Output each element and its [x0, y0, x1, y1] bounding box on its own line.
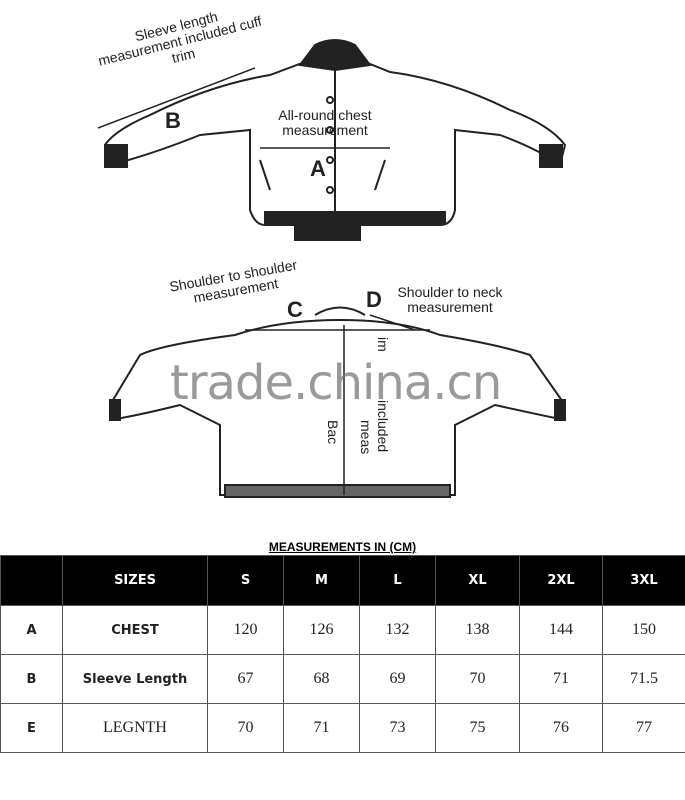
- cell: 76: [519, 703, 603, 753]
- cell: 77: [602, 703, 685, 753]
- header-cell-s: S: [207, 555, 284, 606]
- cell: 132: [359, 605, 436, 655]
- sleeve-marker: B: [165, 108, 181, 133]
- neck-marker: D: [366, 287, 382, 312]
- header-cell-sizes: SIZES: [62, 555, 208, 606]
- table-row-chest: A CHEST 120 126 132 138 144 150: [0, 605, 685, 655]
- watermark: trade.china.cn: [170, 355, 502, 411]
- cell: 73: [359, 703, 436, 753]
- front-jacket-illustration: [97, 39, 567, 241]
- header-cell-3xl: 3XL: [602, 555, 685, 606]
- cell: 71: [283, 703, 360, 753]
- cell: 144: [519, 605, 603, 655]
- cell: 67: [207, 654, 284, 704]
- header-cell-l: L: [359, 555, 436, 606]
- cell: 69: [359, 654, 436, 704]
- header-cell-xl: XL: [435, 555, 520, 606]
- row-key: B: [0, 654, 63, 704]
- header-cell-2xl: 2XL: [519, 555, 603, 606]
- header-cell-blank: [0, 555, 63, 606]
- row-key: A: [0, 605, 63, 655]
- cell: 70: [435, 654, 520, 704]
- shoulder-marker: C: [287, 297, 303, 322]
- cell: 71: [519, 654, 603, 704]
- back-jacket-illustration: [109, 306, 566, 498]
- cell: 75: [435, 703, 520, 753]
- table-row-length: E LEGNTH 70 71 73 75 76 77: [0, 703, 685, 753]
- table-title: MEASUREMENTS IN (CM): [268, 540, 417, 554]
- cell: 126: [283, 605, 360, 655]
- cell: 150: [602, 605, 685, 655]
- table-header-row: SIZES S M L XL 2XL 3XL: [0, 555, 685, 606]
- neck-label: Shoulder to neck measurement: [397, 284, 503, 315]
- cell: 71.5: [602, 654, 685, 704]
- back-label-4: im: [375, 337, 391, 352]
- cell: 138: [435, 605, 520, 655]
- back-label-1: Bac: [325, 420, 341, 445]
- back-label-2: meas: [358, 420, 374, 455]
- cell: 120: [207, 605, 284, 655]
- header-cell-m: M: [283, 555, 360, 606]
- chest-label: All-round chest measurement: [278, 107, 372, 138]
- row-name: LEGNTH: [62, 703, 208, 753]
- chest-marker: A: [310, 156, 326, 181]
- row-name: CHEST: [62, 605, 208, 655]
- cell: 68: [283, 654, 360, 704]
- table-row-sleeve: B Sleeve Length 67 68 69 70 71 71.5: [0, 654, 685, 704]
- row-name: Sleeve Length: [62, 654, 208, 704]
- row-key: E: [0, 703, 63, 753]
- cell: 70: [207, 703, 284, 753]
- size-chart-table: SIZES S M L XL 2XL 3XL A CHEST 120 126 1…: [0, 555, 685, 753]
